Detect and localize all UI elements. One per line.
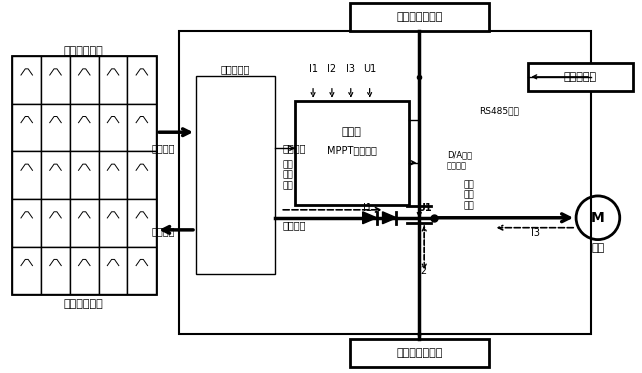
Text: 下位机: 下位机 bbox=[342, 128, 361, 137]
Bar bbox=[41, 104, 70, 151]
Bar bbox=[350, 339, 489, 367]
Text: 太阳电池子阵: 太阳电池子阵 bbox=[64, 299, 103, 309]
Text: M: M bbox=[591, 211, 605, 225]
Bar bbox=[12, 104, 41, 151]
Bar bbox=[41, 199, 70, 247]
Text: 输出
功率
调节: 输出 功率 调节 bbox=[464, 180, 474, 210]
Polygon shape bbox=[383, 212, 396, 224]
Text: 其他电源控制器: 其他电源控制器 bbox=[396, 12, 442, 22]
Text: 功率母线: 功率母线 bbox=[152, 143, 175, 153]
Bar bbox=[41, 151, 70, 199]
Text: U1: U1 bbox=[417, 203, 431, 213]
Bar bbox=[70, 247, 99, 294]
Text: 其他电源控制器: 其他电源控制器 bbox=[396, 348, 442, 358]
Text: 功率母线: 功率母线 bbox=[152, 227, 175, 236]
Text: 电机: 电机 bbox=[591, 242, 605, 253]
Text: I1: I1 bbox=[309, 64, 318, 74]
Bar bbox=[99, 247, 128, 294]
Bar bbox=[70, 199, 99, 247]
Text: I1: I1 bbox=[363, 203, 372, 213]
Text: 电源控制器: 电源控制器 bbox=[221, 64, 250, 74]
Bar bbox=[70, 151, 99, 199]
Bar bbox=[128, 56, 156, 104]
Bar bbox=[528, 63, 632, 91]
Text: 充电控制: 充电控制 bbox=[282, 143, 306, 153]
Bar bbox=[128, 247, 156, 294]
Text: I2: I2 bbox=[418, 266, 427, 276]
Text: U1: U1 bbox=[363, 64, 376, 74]
Text: 飞控计算机: 飞控计算机 bbox=[564, 72, 596, 82]
Text: D/A输出
初级控制: D/A输出 初级控制 bbox=[447, 150, 472, 170]
Bar bbox=[99, 56, 128, 104]
Bar bbox=[12, 56, 156, 294]
Bar bbox=[41, 56, 70, 104]
Bar bbox=[12, 151, 41, 199]
Polygon shape bbox=[363, 212, 377, 224]
Text: 太阳电池子阵: 太阳电池子阵 bbox=[64, 46, 103, 56]
Bar bbox=[99, 151, 128, 199]
Bar bbox=[99, 199, 128, 247]
Bar bbox=[350, 3, 489, 31]
Bar bbox=[128, 151, 156, 199]
Bar bbox=[41, 247, 70, 294]
Text: 放电控制: 放电控制 bbox=[282, 220, 306, 230]
Text: MPPT控制模块: MPPT控制模块 bbox=[327, 145, 377, 155]
Bar bbox=[70, 104, 99, 151]
Text: I3: I3 bbox=[531, 228, 540, 238]
Bar bbox=[12, 199, 41, 247]
Bar bbox=[128, 104, 156, 151]
Bar bbox=[70, 56, 99, 104]
Text: I2: I2 bbox=[327, 64, 336, 74]
Bar bbox=[12, 56, 41, 104]
Text: I3: I3 bbox=[346, 64, 355, 74]
Bar bbox=[196, 76, 275, 274]
Text: 其它
工程
参数: 其它 工程 参数 bbox=[282, 160, 293, 190]
Bar bbox=[12, 247, 41, 294]
Bar bbox=[128, 199, 156, 247]
Bar bbox=[179, 31, 591, 334]
Text: RS485接口: RS485接口 bbox=[479, 106, 519, 115]
Bar bbox=[99, 104, 128, 151]
Bar bbox=[295, 101, 410, 205]
